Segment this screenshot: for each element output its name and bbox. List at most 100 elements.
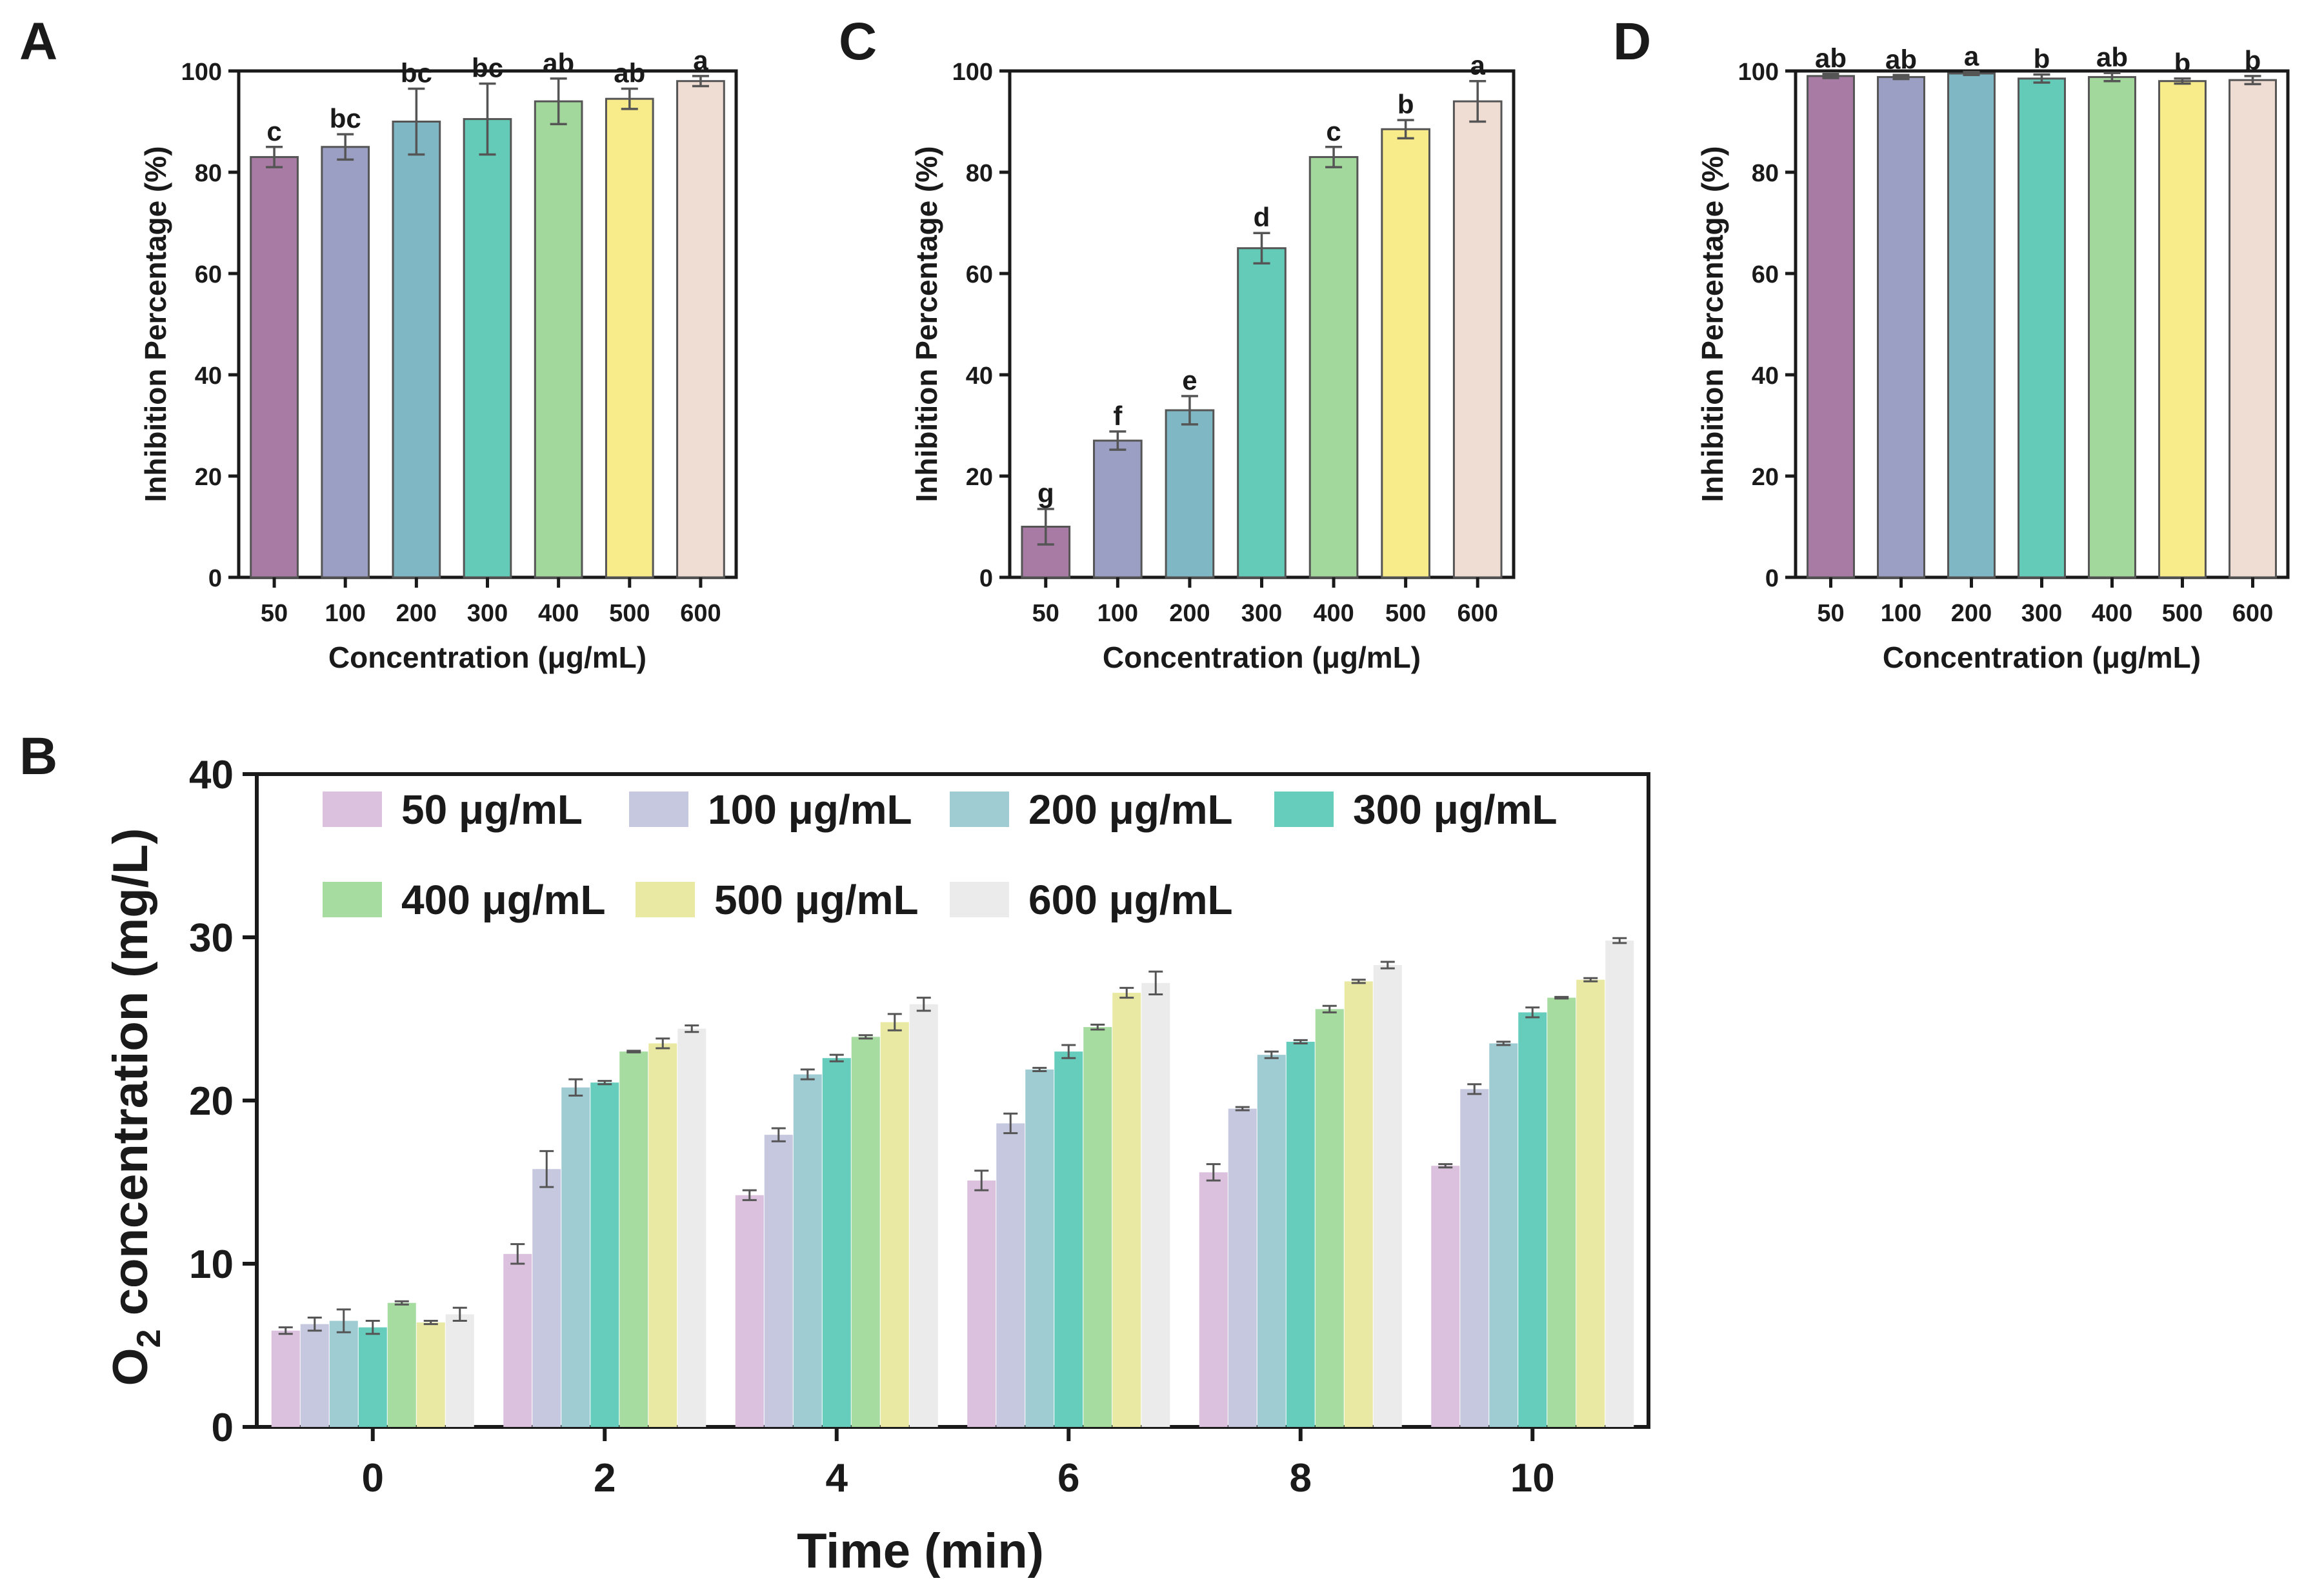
x-tick-label: 50 (1032, 600, 1059, 627)
y-tick-label: 0 (1765, 565, 1779, 592)
bar (1112, 993, 1141, 1427)
bar (1083, 1027, 1112, 1427)
x-tick-label: 200 (396, 600, 437, 627)
bar (793, 1074, 822, 1427)
x-tick-label: 10 (1510, 1456, 1555, 1500)
bar (676, 80, 725, 579)
y-tick-label: 20 (189, 1079, 234, 1124)
bar (532, 1169, 561, 1427)
y-tick-label: 10 (189, 1242, 234, 1287)
bar (619, 1051, 648, 1427)
x-tick-label: 2 (594, 1456, 616, 1500)
x-axis-title: Concentration (μg/mL) (1883, 641, 2201, 674)
legend-label: 400 μg/mL (401, 877, 606, 923)
bar (1605, 941, 1634, 1427)
x-tick-label: 600 (1458, 600, 1498, 627)
bar (1141, 982, 1170, 1427)
bar (1431, 1166, 1460, 1427)
bar (358, 1327, 387, 1427)
x-tick-label: 300 (2021, 600, 2062, 627)
x-tick-label: 200 (1169, 600, 1210, 627)
bar (1576, 979, 1605, 1427)
bar (1547, 997, 1576, 1427)
bar (250, 155, 299, 579)
bar (1025, 1069, 1054, 1427)
x-tick-label: 500 (609, 600, 650, 627)
x-tick-label: 400 (1313, 600, 1354, 627)
y-tick-label: 30 (189, 916, 234, 961)
x-tick-label: 500 (1385, 600, 1426, 627)
y-tick-label: 0 (212, 1406, 234, 1450)
significance-label: ab (1885, 44, 1917, 74)
y-tick-label: 80 (195, 160, 222, 187)
bar (503, 1253, 532, 1427)
panel-letter-b: B (19, 727, 57, 786)
legend-label: 500 μg/mL (714, 877, 919, 923)
legend-swatch (629, 792, 688, 827)
y-tick-label: 100 (952, 59, 993, 86)
bar (300, 1324, 329, 1427)
x-tick-label: 300 (467, 600, 508, 627)
significance-label: bc (401, 57, 432, 88)
y-tick-label: 60 (966, 261, 993, 288)
bar (1344, 981, 1373, 1427)
bar (996, 1123, 1025, 1427)
x-axis-title: Concentration (μg/mL) (328, 641, 646, 674)
y-tick-label: 40 (1752, 363, 1779, 390)
y-axis-title: Inhibition Percentage (%) (1696, 146, 1729, 502)
significance-label: b (2034, 43, 2050, 74)
significance-label: ab (2096, 42, 2128, 72)
bar (1947, 72, 1996, 579)
y-tick-label: 40 (195, 363, 222, 390)
bar (271, 1330, 300, 1427)
chart-panel-d: 0 20 40 60 80 100 ab 50 ab 100 a 200 b 300 ab 400 b 500 b 6… (1696, 41, 2290, 674)
bar (822, 1058, 851, 1427)
x-tick-label: 400 (2092, 600, 2132, 627)
x-tick-label: 50 (1817, 600, 1844, 627)
legend-label: 100 μg/mL (708, 786, 912, 833)
y-axis-title-subscript: 2 (130, 1329, 168, 1348)
legend-label: 200 μg/mL (1028, 786, 1233, 833)
x-tick-label: 4 (826, 1456, 848, 1500)
bar (2229, 79, 2277, 579)
bar (851, 1037, 880, 1427)
y-axis-title-part: concentration (mg/L) (103, 828, 158, 1330)
x-tick-label: 100 (1097, 600, 1138, 627)
significance-label: ab (1815, 43, 1847, 74)
chart-panel-c: 0 20 40 60 80 100 g 50 f 100 e 200 d 300 c 400 b 500 a 600 C… (910, 50, 1516, 674)
significance-label: a (1964, 41, 1979, 72)
bar (1237, 247, 1287, 579)
significance-label: bc (330, 103, 361, 134)
bar (1518, 1012, 1547, 1427)
y-axis-title: Inhibition Percentage (%) (139, 146, 172, 502)
x-tick-label: 200 (1951, 600, 1992, 627)
bar (1286, 1041, 1315, 1427)
bar (1054, 1051, 1083, 1427)
y-axis-title: Inhibition Percentage (%) (910, 146, 943, 502)
significance-label: ab (614, 57, 645, 88)
bar (1373, 965, 1402, 1427)
significance-label: f (1113, 401, 1123, 431)
bar (880, 1022, 909, 1427)
legend-label: 600 μg/mL (1028, 877, 1233, 923)
x-tick-label: 600 (2232, 600, 2273, 627)
y-tick-label: 40 (189, 753, 234, 797)
significance-label: g (1037, 478, 1054, 508)
x-tick-label: 600 (680, 600, 721, 627)
significance-label: c (1326, 116, 1341, 146)
bar (2158, 80, 2207, 579)
x-axis-title: Time (min) (797, 1524, 1044, 1579)
y-tick-label: 60 (195, 261, 222, 288)
x-tick-label: 6 (1057, 1456, 1079, 1500)
bar (561, 1087, 590, 1427)
bar (321, 146, 370, 579)
significance-label: e (1182, 365, 1197, 395)
bar (1489, 1043, 1518, 1427)
bar (648, 1043, 677, 1427)
legend-label: 50 μg/mL (401, 786, 583, 833)
bar (416, 1322, 445, 1427)
legend-swatch (1274, 792, 1334, 827)
significance-label: b (2174, 48, 2191, 78)
bar (387, 1302, 416, 1427)
